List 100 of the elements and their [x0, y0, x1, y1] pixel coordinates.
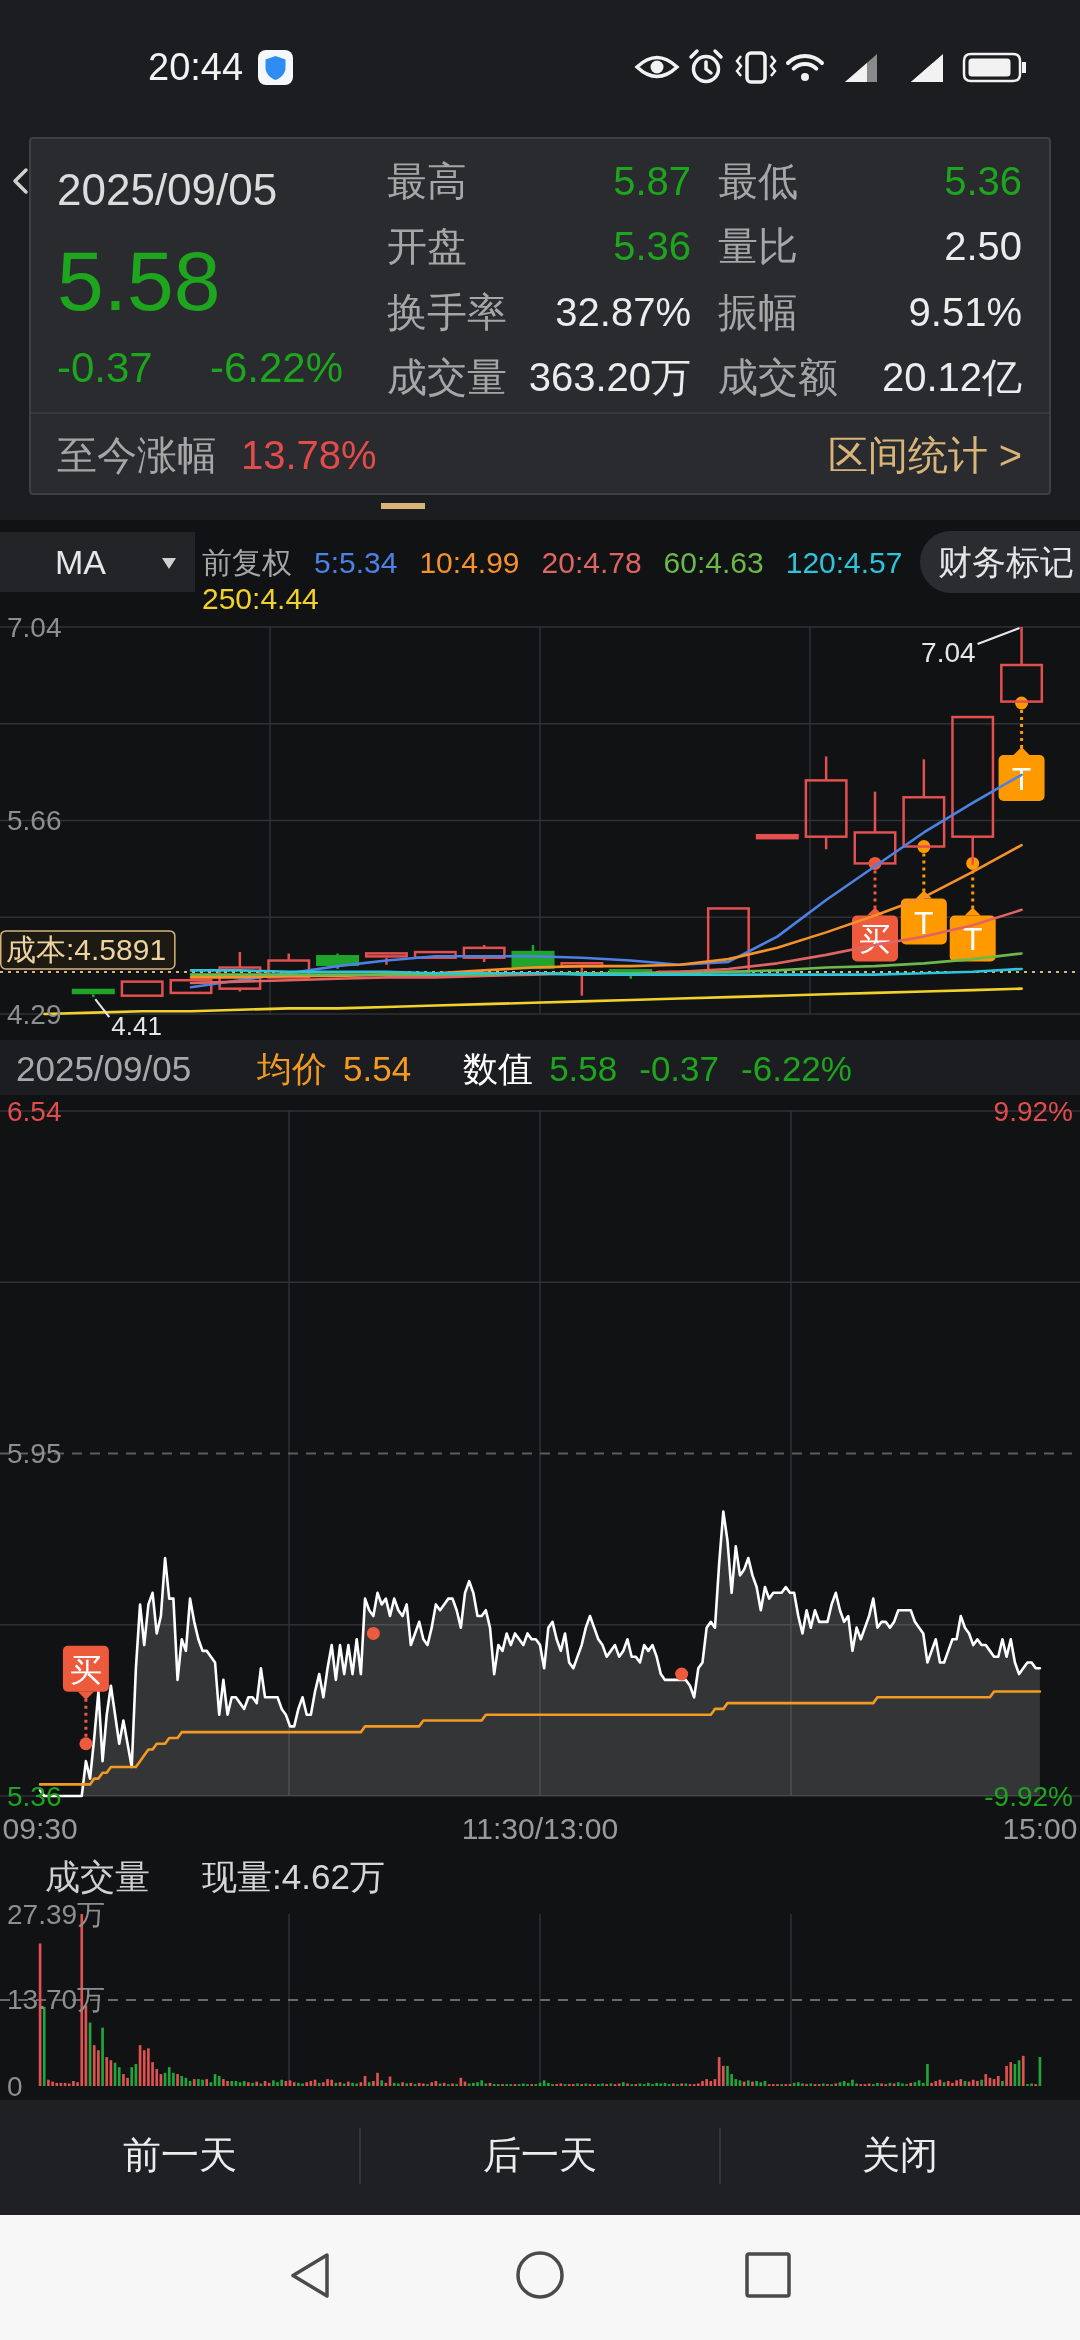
legend-title: 前复权	[202, 545, 292, 579]
text: 换手率	[387, 290, 507, 334]
y-tick-label: 5.95	[7, 1438, 62, 1469]
bar	[930, 2082, 933, 2086]
bar	[251, 2082, 254, 2086]
bar	[576, 2083, 579, 2086]
chart-title: 2025/09/05	[16, 1048, 192, 1088]
bar	[197, 2079, 200, 2086]
bar	[951, 2082, 954, 2086]
bar	[680, 2083, 683, 2086]
bar	[559, 2083, 563, 2086]
bar	[655, 2082, 658, 2086]
data-label: T	[962, 921, 983, 958]
bar	[821, 2083, 825, 2086]
bar	[1001, 2080, 1004, 2086]
bar	[347, 2081, 350, 2086]
x-tick-label: 11:30/13:00	[461, 1811, 619, 1845]
bar	[351, 2082, 354, 2086]
bar	[217, 2075, 221, 2086]
bar	[659, 2083, 663, 2086]
bar	[130, 2067, 134, 2086]
text: 363.20万	[528, 355, 691, 399]
text: 成交量	[387, 355, 507, 399]
text: 20:4.78	[541, 545, 642, 579]
text: 前一天	[123, 2134, 237, 2176]
bar	[547, 2082, 550, 2086]
text: 区间统计 >	[827, 433, 1022, 477]
bar	[834, 2083, 838, 2086]
candlestick	[804, 755, 848, 851]
text: -0.37	[639, 1048, 720, 1088]
bar	[342, 2083, 346, 2086]
bar	[242, 2080, 246, 2086]
bar	[430, 2082, 434, 2086]
bar	[47, 2079, 50, 2086]
bar	[126, 2077, 129, 2086]
text: 5:5.34	[314, 545, 398, 579]
bar	[480, 2080, 484, 2086]
bar	[297, 2082, 300, 2086]
bar	[51, 2081, 54, 2086]
text: 20:44	[148, 46, 244, 88]
bar	[205, 2079, 209, 2086]
bar	[955, 2080, 958, 2086]
point	[675, 1667, 689, 1681]
bar	[934, 2080, 938, 2086]
data-label: T	[914, 904, 934, 941]
bar	[759, 2082, 763, 2086]
bar	[326, 2079, 329, 2086]
bar	[809, 2083, 813, 2086]
bar	[946, 2080, 950, 2086]
bar	[472, 2082, 475, 2086]
bar	[705, 2079, 708, 2086]
candlestick	[71, 988, 115, 999]
candlestick	[951, 715, 995, 867]
text: 开盘	[387, 224, 467, 268]
bar	[467, 2083, 471, 2086]
text: 2025/09/05	[57, 164, 278, 214]
bar	[280, 2079, 284, 2086]
bar	[751, 2081, 754, 2086]
text: 量比	[718, 224, 798, 268]
point	[366, 1626, 380, 1640]
text: MA	[55, 543, 107, 581]
bar	[709, 2080, 713, 2086]
bar	[701, 2080, 704, 2086]
bar	[621, 2082, 625, 2086]
data-label: 买	[69, 1651, 102, 1688]
y2-tick-label: -9.92%	[984, 1780, 1073, 1812]
bar	[442, 2082, 446, 2086]
bar	[971, 2079, 975, 2086]
text: 120:4.57	[785, 545, 903, 579]
bar	[192, 2079, 196, 2086]
bar	[746, 2080, 750, 2086]
y-tick-label: 27.39万	[7, 1898, 106, 1930]
bar	[272, 2080, 275, 2086]
data-label: 买	[859, 921, 891, 958]
bar	[721, 2065, 725, 2086]
bar	[317, 2082, 321, 2086]
x-tick-label: 09:30	[2, 1811, 78, 1845]
y2-tick-label: 9.92%	[993, 1095, 1073, 1127]
bar	[330, 2079, 334, 2086]
text: 5.36	[613, 224, 691, 268]
bar	[392, 2082, 396, 2086]
bar	[117, 2067, 121, 2086]
text: 13.78%	[241, 433, 377, 477]
bar	[851, 2079, 854, 2086]
bar	[72, 2080, 75, 2086]
bar	[876, 2082, 879, 2086]
bar	[247, 2082, 250, 2086]
bar	[646, 2082, 650, 2086]
bar	[367, 2082, 371, 2086]
ref-line-label: 成本:4.5891	[6, 933, 167, 967]
text: 最高	[387, 159, 467, 203]
bar	[397, 2083, 400, 2086]
bar	[1005, 2065, 1008, 2086]
bar	[405, 2083, 409, 2086]
text: 5.58	[57, 234, 221, 328]
bar	[292, 2082, 296, 2086]
bar	[222, 2079, 225, 2086]
text: 60:4.63	[663, 545, 764, 579]
bar	[909, 2082, 913, 2086]
bar	[201, 2079, 204, 2086]
